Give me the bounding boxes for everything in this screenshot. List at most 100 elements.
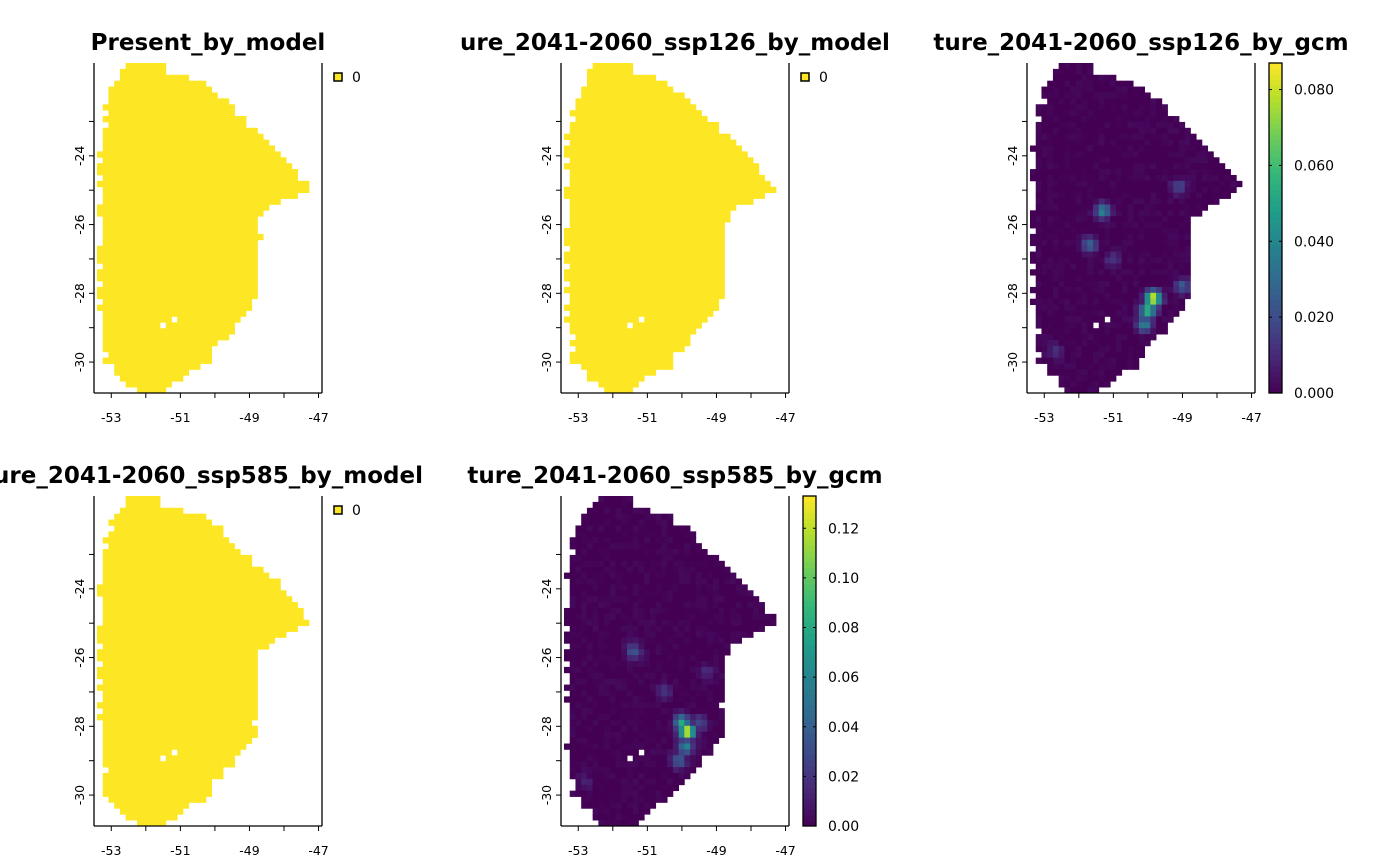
raster-cell [684,269,691,276]
raster-cell [119,263,127,270]
raster-cell [245,649,253,656]
raster-cell [108,186,115,194]
raster-cell [280,186,287,194]
raster-cell [177,281,184,288]
raster-cell [1167,157,1174,164]
colorbar-segment [1269,178,1282,185]
raster-cell [1052,121,1060,129]
raster-cell [1161,298,1168,305]
raster-cell [114,174,121,182]
raster-cell [598,198,605,205]
raster-cell [701,198,708,205]
raster-cell [223,584,230,591]
raster-cell [137,174,144,182]
raster-cell [119,607,127,615]
raster-cell [1196,180,1203,188]
raster-cell [690,304,697,311]
raster-cell [200,537,207,544]
raster-cell [137,228,144,235]
raster-cell [667,133,674,140]
raster-cell [1087,257,1094,264]
raster-cell [114,310,121,317]
raster-cell [205,269,212,276]
raster-cell [102,192,109,199]
raster-cell [1087,174,1094,182]
raster-cell [592,298,599,305]
raster-cell [125,381,132,388]
raster-cell [171,86,178,93]
raster-cell [200,554,207,562]
raster-cell [644,192,651,199]
raster-cell [154,513,161,520]
raster-cell [586,133,594,140]
raster-cell [194,298,201,305]
raster-cell [131,560,138,568]
raster-cell [1098,310,1105,317]
raster-cell [1144,104,1151,111]
raster-cell [615,139,622,146]
raster-cell [1104,198,1111,205]
raster-cell [1081,228,1088,235]
raster-cell [125,245,132,252]
raster-cell [194,525,201,532]
raster-cell [627,310,634,317]
y-tick-label: -30 [539,352,554,372]
raster-cell [171,537,178,544]
raster-cell [1138,157,1145,164]
raster-cell [217,328,224,335]
colorbar-segment [1269,321,1282,328]
raster-cell [108,121,115,129]
raster-cell [234,210,241,217]
raster-cell [1121,251,1128,258]
raster-cell [1133,316,1140,323]
raster-cell [1035,251,1042,258]
raster-cell [286,607,293,615]
raster-cell [621,116,628,123]
raster-cell [142,549,149,556]
raster-cell [148,619,155,627]
raster-cell [137,637,144,644]
raster-cell [1156,145,1163,152]
raster-cell [108,631,115,638]
raster-cell [194,104,201,111]
raster-cell [119,269,127,276]
raster-cell [1104,157,1111,164]
raster-cell [604,222,611,229]
raster-cell [108,139,115,146]
raster-cell [621,127,628,135]
raster-cell [223,116,230,123]
raster-cell [114,566,121,573]
raster-cell [142,357,149,364]
raster-cell [1133,204,1140,211]
raster-cell [223,245,230,252]
raster-cell [1150,292,1157,300]
raster-cell [575,210,582,217]
raster-cell [188,345,195,353]
raster-cell [575,186,582,194]
raster-cell [160,263,167,270]
raster-cell [1081,116,1088,123]
raster-cell [649,74,657,82]
raster-cell [217,637,224,644]
raster-cell [182,239,190,247]
raster-cell [194,257,201,264]
raster-cell [1093,316,1100,323]
raster-cell [148,525,155,532]
raster-cell [1184,174,1191,182]
raster-cell [678,127,685,135]
raster-cell [615,286,622,294]
raster-cell [1087,269,1094,276]
raster-cell [621,228,628,235]
raster-cell [638,92,645,99]
raster-cell [257,233,264,241]
raster-cell [1156,186,1163,194]
raster-cell [245,139,253,146]
raster-cell [119,596,127,603]
raster-cell [171,133,178,140]
raster-cell [701,251,708,258]
raster-cell [627,192,634,199]
raster-cell [598,310,605,317]
raster-cell [1161,145,1168,152]
colorbar-segment [1269,244,1282,251]
raster-cell [581,116,588,123]
